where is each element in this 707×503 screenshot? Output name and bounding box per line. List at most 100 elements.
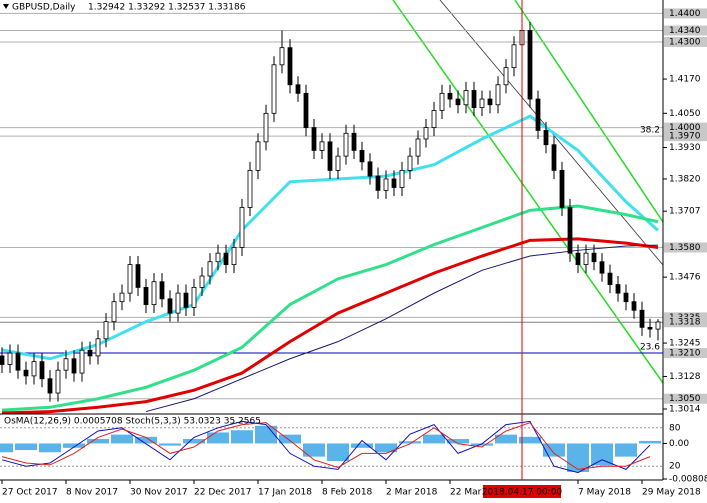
candle-body <box>135 264 141 288</box>
title-icon <box>3 4 9 9</box>
candle-body <box>439 92 445 111</box>
osma-bar <box>159 443 181 446</box>
osma-bar <box>615 443 637 457</box>
candle-body <box>367 161 373 177</box>
candle-body <box>303 92 309 128</box>
level-label: 1.3970 <box>669 132 701 142</box>
level-label-box <box>664 131 707 142</box>
osma-tick-label: -0.00808 <box>669 475 707 485</box>
candle-body <box>431 110 437 128</box>
candle-body <box>103 321 109 340</box>
candle-body <box>15 352 21 371</box>
candle-body <box>183 292 189 308</box>
level-label: 1.3050 <box>669 394 701 404</box>
candle-body <box>343 132 349 157</box>
osma-bar <box>63 443 85 448</box>
candle-body <box>327 141 333 171</box>
candle-body <box>231 247 237 265</box>
osma-bar <box>303 443 325 457</box>
osma-bar <box>279 434 301 444</box>
candle-body <box>583 252 589 265</box>
indicator <box>0 420 663 474</box>
candle-body <box>551 144 557 171</box>
stoch-tick-label: 20 <box>669 462 681 472</box>
candle-body <box>375 175 381 191</box>
candle-body <box>495 84 501 106</box>
level-label-box <box>664 122 707 133</box>
candle-body <box>599 261 605 274</box>
osma-bar <box>639 440 661 444</box>
level-label: 1.3580 <box>669 243 701 253</box>
y-tick-label: 1.3707 <box>669 207 701 217</box>
candle-body <box>111 301 117 323</box>
level-label-box <box>664 393 707 404</box>
candle-body <box>407 155 413 171</box>
level-label-box <box>664 36 707 47</box>
osma-bar <box>135 436 157 444</box>
candle-body <box>263 112 269 143</box>
osma-bar <box>39 443 61 453</box>
candle-body <box>311 127 317 151</box>
osma-bar <box>327 443 349 462</box>
y-tick-label: 1.4050 <box>669 109 701 119</box>
x-tick-label: 8 Feb 2018 <box>322 488 373 498</box>
level-label-box <box>664 25 707 36</box>
osma-bar <box>351 443 373 448</box>
level-label-box <box>664 242 707 253</box>
candle-body <box>543 130 549 146</box>
crosshair-label-box <box>483 485 561 498</box>
stoch-d-line <box>1 422 651 470</box>
candle-body <box>447 92 453 100</box>
candle-body <box>255 141 261 171</box>
candle-body <box>631 301 637 311</box>
osma-bar <box>0 443 13 453</box>
candle-body <box>319 141 325 151</box>
y-tick-label: 1.3820 <box>669 174 701 184</box>
candle-body <box>191 287 197 308</box>
osma-bar <box>111 434 133 444</box>
candle-body <box>655 321 661 330</box>
x-tick-label: 22 Mar 2018 <box>450 488 507 498</box>
ohlc-values: 1.32942 1.33292 1.32537 1.33186 <box>88 3 246 13</box>
candle-body <box>287 47 293 86</box>
y-tick-label: 1.3014 <box>669 405 701 415</box>
crosshair-label: 2018.04.17 00:00 <box>482 488 563 498</box>
x-tick-label: 17 Jan 2018 <box>258 488 312 498</box>
osma-bar <box>495 434 517 444</box>
level-label-box <box>664 348 707 359</box>
candle-body <box>127 264 133 294</box>
candle-body <box>47 378 53 394</box>
candle-body <box>215 252 221 263</box>
x-tick-label: 27 Oct 2017 <box>2 488 58 498</box>
stoch-k-line <box>1 420 651 474</box>
x-tick-label: 22 Dec 2017 <box>194 488 252 498</box>
fib-label: 38.2 <box>640 126 660 136</box>
candle-body <box>359 150 365 163</box>
candles <box>0 20 661 402</box>
osma-bar <box>255 425 277 444</box>
candle-body <box>239 207 245 248</box>
candle-body <box>159 281 165 300</box>
x-tick-label: 30 Nov 2017 <box>130 488 188 498</box>
candle-body <box>559 169 565 208</box>
candle-body <box>479 98 485 109</box>
candle-body <box>511 44 517 69</box>
y-tick-label: 1.3476 <box>669 273 701 283</box>
candle-body <box>455 98 461 106</box>
level-label: 1.4340 <box>669 26 701 36</box>
candle-body <box>391 178 397 188</box>
y-tick-label: 1.4170 <box>669 75 701 85</box>
stoch-tick-label: 80 <box>669 423 681 433</box>
candle-body <box>567 207 573 254</box>
osma-bar <box>519 436 541 444</box>
candle-body <box>223 252 229 265</box>
level-label: 1.4300 <box>669 37 701 47</box>
candle-body <box>63 358 69 371</box>
osma-bar <box>87 439 109 444</box>
osma-bar <box>591 443 613 466</box>
candle-body <box>487 98 493 106</box>
y-tick-label: 1.3245 <box>669 339 701 349</box>
